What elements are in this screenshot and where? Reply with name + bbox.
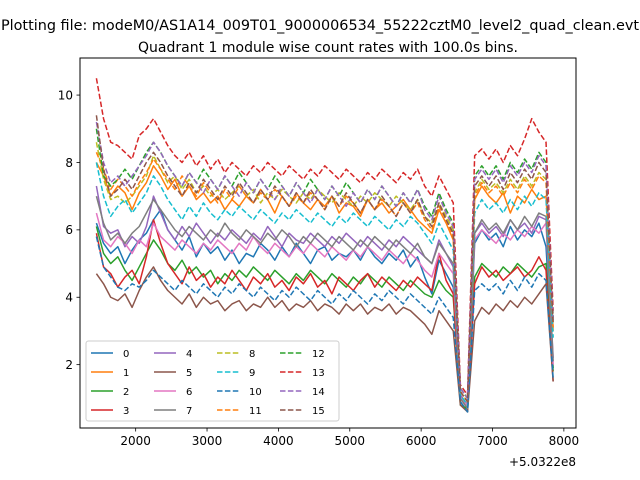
x-tick-label: 4000 — [263, 434, 294, 448]
figure-suptitle: Plotting file: modeM0/AS1A14_009T01_9000… — [1, 18, 639, 34]
y-tick-label: 6 — [65, 223, 73, 237]
legend-label-14: 14 — [312, 387, 325, 398]
series-line-2 — [95, 226, 554, 410]
series-line-8 — [95, 142, 554, 403]
series-line-13 — [95, 78, 554, 396]
x-tick-label: 3000 — [192, 434, 223, 448]
legend-label-4: 4 — [186, 349, 192, 360]
legend-label-3: 3 — [123, 406, 129, 417]
series-line-9 — [95, 162, 554, 406]
x-tick-label: 8000 — [549, 434, 580, 448]
series-line-6 — [95, 212, 554, 406]
legend-label-5: 5 — [186, 368, 192, 379]
series-line-1 — [95, 162, 554, 406]
legend-label-1: 1 — [123, 368, 129, 379]
y-tick-label: 10 — [58, 88, 73, 102]
legend-label-2: 2 — [123, 387, 129, 398]
legend-label-6: 6 — [186, 387, 192, 398]
series-line-3 — [95, 219, 554, 410]
legend-label-0: 0 — [123, 349, 129, 360]
x-tick-label: 5000 — [334, 434, 365, 448]
series-layer — [95, 78, 554, 413]
legend-label-8: 8 — [249, 349, 255, 360]
legend-label-11: 11 — [249, 406, 262, 417]
legend-label-10: 10 — [249, 387, 262, 398]
y-tick-label: 4 — [65, 291, 73, 305]
chart-title: Quadrant 1 module wise count rates with … — [138, 40, 518, 56]
legend-label-7: 7 — [186, 406, 192, 417]
x-axis: 2000 3000 4000 5000 6000 7000 8000 — [120, 428, 579, 448]
series-line-7 — [95, 195, 554, 410]
series-line-5 — [95, 266, 554, 413]
x-tick-label: 6000 — [406, 434, 437, 448]
legend-box — [85, 340, 340, 422]
x-tick-label: 2000 — [120, 434, 151, 448]
legend-label-12: 12 — [312, 349, 325, 360]
legend-label-9: 9 — [249, 368, 255, 379]
legend-label-15: 15 — [312, 406, 325, 417]
y-tick-label: 2 — [65, 358, 73, 372]
axes-frame — [79, 57, 577, 429]
y-axis: 2 4 6 8 10 — [58, 88, 80, 372]
series-line-15 — [95, 115, 554, 403]
y-tick-label: 8 — [65, 156, 73, 170]
series-line-14 — [95, 121, 554, 400]
series-line-10 — [95, 236, 554, 413]
legend-label-13: 13 — [312, 368, 325, 379]
x-tick-label: 7000 — [477, 434, 508, 448]
x-offset-label: +5.0322e8 — [509, 455, 576, 469]
